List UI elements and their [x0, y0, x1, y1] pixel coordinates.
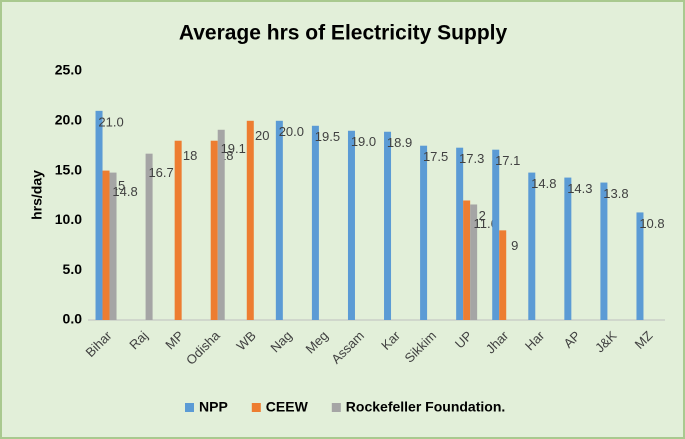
data-label: 19.5 — [315, 129, 340, 144]
data-label: 19.0 — [351, 134, 376, 149]
bar — [95, 110, 103, 320]
y-tick-label: 15.0 — [55, 161, 82, 177]
bar — [311, 125, 319, 320]
bar — [636, 212, 644, 320]
data-label: 14.8 — [112, 184, 137, 199]
bar — [174, 140, 182, 320]
bar — [456, 147, 464, 320]
bar — [492, 149, 500, 320]
legend-swatch — [185, 403, 194, 412]
legend-label: CEEW — [266, 399, 309, 415]
data-label: 20.0 — [279, 124, 304, 139]
legend-label: NPP — [199, 399, 228, 415]
y-axis-label: hrs/day — [29, 170, 45, 220]
bar — [499, 230, 507, 320]
bar — [102, 170, 110, 320]
data-label: 17.1 — [495, 153, 520, 168]
data-label: 14.8 — [531, 176, 556, 191]
data-label: 21.0 — [98, 114, 123, 129]
bar — [470, 204, 478, 320]
bar — [145, 153, 153, 320]
data-label: 16.7 — [148, 165, 173, 180]
bar — [275, 120, 283, 320]
data-label: 18 — [183, 148, 197, 163]
bar — [463, 200, 471, 320]
data-label: 9 — [511, 238, 518, 253]
y-tick-label: 10.0 — [55, 211, 82, 227]
data-label: 17.5 — [423, 149, 448, 164]
data-label: 13.8 — [603, 186, 628, 201]
bar — [420, 145, 428, 320]
data-label: 19.1 — [221, 141, 246, 156]
bar — [600, 182, 608, 320]
bar — [384, 131, 392, 320]
data-label: 17.3 — [459, 151, 484, 166]
data-label: 20 — [255, 128, 269, 143]
y-tick-label: 25.0 — [55, 62, 82, 78]
data-label: 10.8 — [639, 216, 664, 231]
bar — [210, 140, 218, 320]
bar — [246, 120, 254, 320]
data-label: 14.3 — [567, 181, 592, 196]
data-label: 11.6 — [473, 216, 497, 231]
bar — [347, 130, 355, 320]
bar — [528, 172, 536, 320]
legend-label: Rockefeller Foundation. — [346, 399, 505, 415]
bar — [109, 172, 117, 320]
y-tick-label: 20.0 — [55, 112, 82, 128]
data-label: 18.9 — [387, 135, 412, 150]
legend-swatch — [251, 403, 261, 412]
chart-title: Average hrs of Electricity Supply — [179, 22, 508, 45]
y-tick-label: 5.0 — [63, 261, 83, 277]
legend-swatch — [331, 403, 341, 412]
bar — [564, 177, 572, 320]
bar — [217, 129, 225, 320]
y-tick-label: 0.0 — [63, 311, 83, 327]
